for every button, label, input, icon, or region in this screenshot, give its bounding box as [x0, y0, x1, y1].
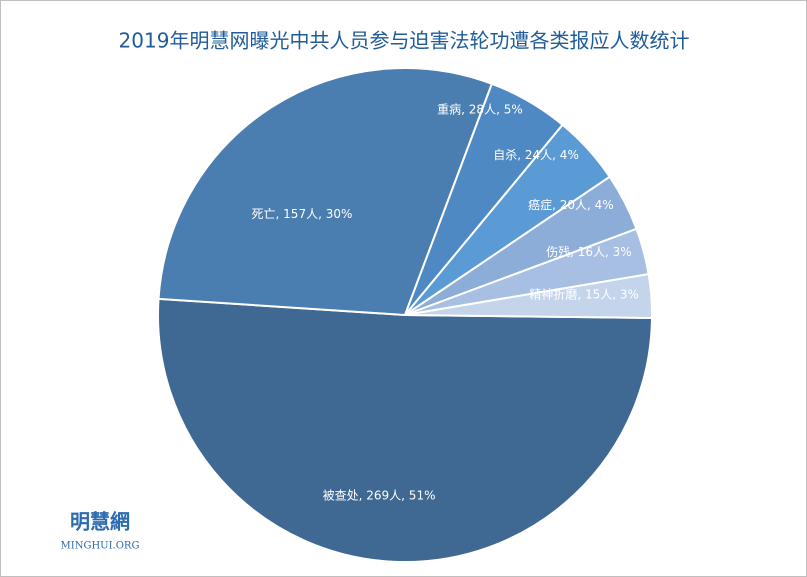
- data-label: 被查处, 269人, 51%: [323, 489, 436, 503]
- chart-title: 2019年明慧网曝光中共人员参与迫害法轮功遭各类报应人数统计: [119, 29, 690, 53]
- data-label: 精神折磨, 15人, 3%: [529, 286, 639, 301]
- data-label: 自杀, 24人, 4%: [493, 147, 579, 162]
- data-label: 癌症, 20人, 4%: [528, 197, 614, 212]
- data-label: 伤残, 16人, 3%: [546, 245, 632, 259]
- pie: 被查处, 269人, 51% 死亡, 157人, 30% 重病, 28人, 5% 自杀…: [157, 67, 653, 563]
- data-label: 重病, 28人, 5%: [437, 102, 523, 117]
- pie-slice: [404, 272, 653, 319]
- watermark-logo: 明慧網: [70, 510, 130, 534]
- data-label: 死亡, 157人, 30%: [252, 207, 353, 221]
- watermark-url: MINGHUI.ORG: [61, 541, 140, 552]
- pie-slice: [157, 297, 653, 563]
- pie-slice: [157, 67, 494, 317]
